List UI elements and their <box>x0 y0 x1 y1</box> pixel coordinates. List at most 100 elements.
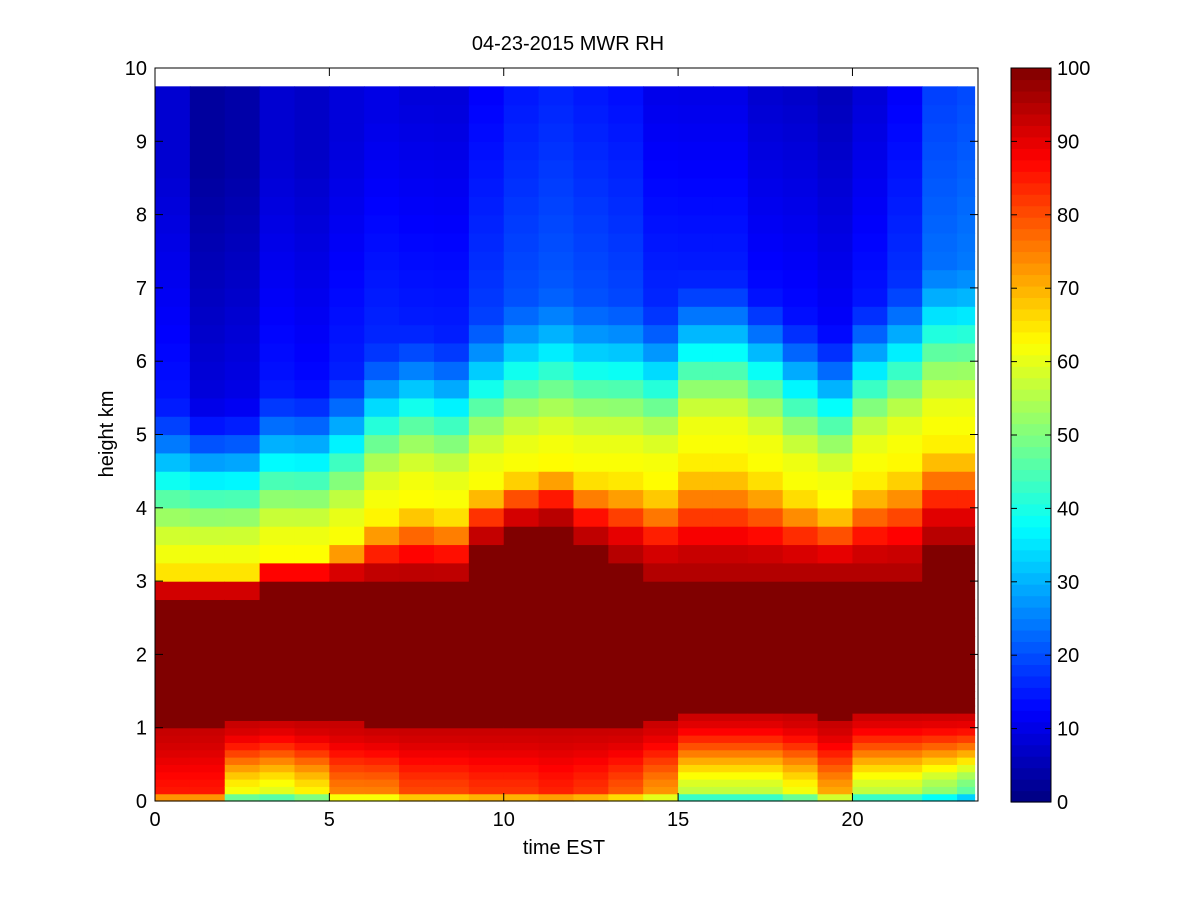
heatmap-cell <box>224 141 261 161</box>
heatmap-cell <box>747 104 784 124</box>
heatmap-cell <box>224 214 261 234</box>
heatmap-cell <box>817 669 854 685</box>
colorbar-segment <box>1011 228 1051 241</box>
colorbar-segment <box>1011 217 1051 230</box>
heatmap-cell <box>573 720 609 729</box>
heatmap-cell <box>364 526 400 546</box>
heatmap-cell <box>364 489 400 509</box>
heatmap-cell <box>399 507 435 527</box>
heatmap-cell <box>608 797 644 802</box>
heatmap-cell <box>399 654 435 670</box>
heatmap-cell <box>643 489 679 509</box>
x-axis: 0 5 10 15 20 <box>149 68 864 831</box>
heatmap-cell <box>678 636 714 655</box>
heatmap-cell <box>922 691 958 699</box>
heatmap-cell <box>364 735 400 743</box>
heatmap-cell <box>782 306 819 326</box>
heatmap-cell <box>399 306 435 326</box>
heatmap-cell <box>259 764 296 773</box>
heatmap-cell <box>747 416 784 436</box>
colorbar-segment <box>1011 595 1051 608</box>
heatmap-cell <box>224 683 261 692</box>
heatmap-cell <box>817 581 854 601</box>
heatmap-cell <box>259 526 296 546</box>
heatmap-cell <box>538 757 575 765</box>
heatmap-cell <box>782 683 819 692</box>
heatmap-cell <box>678 324 714 344</box>
heatmap-cell <box>538 764 575 773</box>
heatmap-cell <box>433 489 470 509</box>
colorbar-segment <box>1011 90 1051 104</box>
heatmap-cell <box>887 452 923 472</box>
heatmap-cell <box>538 617 575 637</box>
heatmap-cell <box>189 654 226 670</box>
heatmap-cell <box>747 489 784 509</box>
heatmap-cell <box>468 104 505 124</box>
x-tick-label: 15 <box>667 809 689 831</box>
heatmap-cell <box>887 416 923 436</box>
heatmap-cell <box>189 251 226 271</box>
heatmap-cell <box>468 397 505 417</box>
heatmap-cell <box>573 617 609 637</box>
heatmap-cell <box>782 416 819 436</box>
heatmap-cell <box>433 416 470 436</box>
heatmap-cell <box>538 379 575 399</box>
heatmap-cell <box>468 793 505 798</box>
heatmap-cell <box>573 306 609 326</box>
heatmap-cell <box>852 507 888 527</box>
heatmap-cell <box>294 720 330 729</box>
heatmap-cell <box>817 544 854 564</box>
heatmap-cell <box>817 654 854 670</box>
heatmap-cell <box>712 727 749 736</box>
heatmap-cell <box>155 720 191 729</box>
heatmap-cell <box>189 287 226 307</box>
heatmap-cell <box>364 749 400 758</box>
heatmap-cell <box>712 471 749 491</box>
heatmap-cell <box>712 141 749 161</box>
heatmap-cell <box>189 324 226 344</box>
colorbar-segment <box>1011 412 1051 425</box>
heatmap-cell <box>155 251 191 271</box>
heatmap-cell <box>887 779 923 787</box>
heatmap-cell <box>643 214 679 234</box>
heatmap-cell <box>503 599 540 619</box>
heatmap-cell <box>852 526 888 546</box>
heatmap-cell <box>503 636 540 655</box>
heatmap-cell <box>573 489 609 509</box>
heatmap-cell <box>608 764 644 773</box>
heatmap-cell <box>712 196 749 216</box>
heatmap-cell <box>468 177 505 197</box>
heatmap-cell <box>538 214 575 234</box>
heatmap-cell <box>608 251 644 271</box>
heatmap-cell <box>747 544 784 564</box>
heatmap-cell <box>155 691 191 699</box>
heatmap-cell <box>747 159 784 179</box>
heatmap-cell <box>189 771 226 780</box>
heatmap-cell <box>329 698 365 707</box>
heatmap-cell <box>922 705 958 714</box>
heatmap-cell <box>678 397 714 417</box>
heatmap-cell <box>712 489 749 509</box>
heatmap-cell <box>678 793 714 798</box>
heatmap-cell <box>678 779 714 787</box>
heatmap-cell <box>468 599 505 619</box>
heatmap-cell <box>922 214 958 234</box>
heatmap-cell <box>503 669 540 685</box>
heatmap-cell <box>399 698 435 707</box>
heatmap-cell <box>329 306 365 326</box>
heatmap-cell <box>957 735 976 743</box>
heatmap-cell <box>433 342 470 362</box>
heatmap-cell <box>678 617 714 637</box>
heatmap-cell <box>573 749 609 758</box>
heatmap-cell <box>573 793 609 798</box>
heatmap-cell <box>817 599 854 619</box>
heatmap-cell <box>712 251 749 271</box>
heatmap-cell <box>155 471 191 491</box>
heatmap-cells <box>155 86 976 802</box>
heatmap-cell <box>259 104 296 124</box>
y-tick-label: 8 <box>136 205 147 227</box>
heatmap-cell <box>155 177 191 197</box>
heatmap-cell <box>189 581 226 601</box>
heatmap-cell <box>573 324 609 344</box>
heatmap-cell <box>155 581 191 601</box>
